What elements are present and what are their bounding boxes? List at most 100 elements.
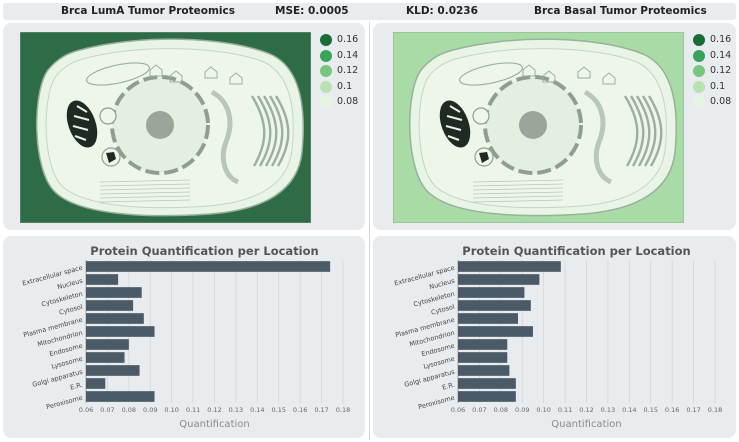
x-tick-label: 0.13: [601, 406, 615, 414]
legend-swatch: [693, 34, 705, 46]
legend-label: 0.1: [337, 80, 353, 92]
legend-swatch: [693, 80, 705, 93]
ribosome-network-shape: [472, 179, 564, 203]
cell-panel-left: 0.16 0.14 0.12 0.1 0.08: [3, 23, 365, 230]
nucleolus-shape: [146, 111, 174, 139]
x-tick-label: 0.18: [708, 406, 722, 414]
cytoskeleton-shape: [459, 62, 523, 86]
x-tick-label: 0.11: [186, 406, 200, 414]
x-tick-label: 0.08: [122, 406, 136, 414]
cytoskeleton-shape: [86, 62, 150, 86]
legend-label: 0.12: [337, 65, 359, 76]
legend-label: 0.12: [710, 65, 732, 76]
left-title: Brca LumA Tumor Proteomics: [61, 5, 235, 17]
bar: [458, 287, 525, 298]
category-label: E.R.: [69, 381, 83, 392]
x-tick-label: 0.18: [336, 406, 350, 414]
bar: [86, 365, 140, 376]
x-axis-label: Quantification: [551, 419, 621, 430]
legend-swatch: [693, 96, 705, 108]
right-title: Brca Basal Tumor Proteomics: [534, 5, 707, 17]
bar-chart-right: Protein Quantification per Location 0.06 0…: [393, 244, 722, 430]
bar: [458, 378, 516, 389]
x-tick-label: 0.12: [207, 406, 221, 414]
bar: [86, 287, 142, 298]
bar: [86, 378, 106, 389]
lysosome-shape: [472, 107, 490, 125]
legend-right: 0.16 0.14 0.12 0.1 0.08: [693, 34, 735, 114]
x-tick-label: 0.11: [558, 406, 572, 414]
kld-value: KLD: 0.0236: [406, 5, 478, 17]
x-tick-label: 0.07: [100, 406, 114, 414]
mitochondrion-shape: [66, 100, 98, 148]
x-tick-label: 0.14: [250, 406, 264, 414]
cell-panel-right: 0.16 0.14 0.12 0.1 0.08: [373, 23, 736, 230]
cell-illustration: [392, 31, 685, 224]
x-tick-label: 0.06: [451, 406, 465, 414]
legend-swatch: [320, 96, 332, 108]
bar: [458, 352, 508, 363]
bar: [86, 391, 155, 402]
er-shape: [583, 89, 613, 185]
bar: [86, 339, 129, 350]
bar: [86, 300, 134, 311]
bar: [458, 300, 531, 311]
legend-label: 0.08: [337, 96, 359, 107]
legend-swatch: [320, 80, 332, 93]
golgi-apparatus-shape: [250, 95, 290, 167]
x-tick-label: 0.12: [579, 406, 593, 414]
bar: [86, 274, 119, 285]
bar: [458, 261, 561, 272]
x-axis-label: Quantification: [179, 419, 249, 430]
bar: [86, 352, 125, 363]
endosome-shape: [522, 64, 616, 85]
bar: [458, 313, 518, 324]
legend-swatch: [320, 34, 332, 46]
bar: [458, 365, 510, 376]
x-tick-label: 0.15: [644, 406, 658, 414]
bar: [458, 274, 540, 285]
cell-diagram-right: [392, 31, 685, 224]
vertical-divider: [369, 22, 370, 440]
golgi-apparatus-shape: [623, 95, 663, 167]
chart-title: Protein Quantification per Location: [462, 244, 690, 258]
lysosome-shape: [99, 107, 117, 125]
cell-diagram-left: [19, 31, 312, 224]
bar: [86, 313, 144, 324]
x-tick-label: 0.07: [472, 406, 486, 414]
legend-label: 0.16: [710, 34, 732, 45]
endosome-shape: [149, 64, 243, 85]
chart-title: Protein Quantification per Location: [90, 244, 318, 258]
category-label: Nucleus: [56, 277, 84, 292]
x-tick-label: 0.16: [665, 406, 679, 414]
legend-left: 0.16 0.14 0.12 0.1 0.08: [320, 34, 362, 114]
header-bar: Brca LumA Tumor Proteomics MSE: 0.0005 K…: [3, 3, 736, 20]
category-label: Cytosol: [58, 303, 84, 317]
er-shape: [210, 89, 240, 185]
legend-swatch: [693, 65, 705, 77]
legend-label: 0.08: [710, 96, 732, 107]
ribosome-network-shape: [99, 179, 191, 203]
x-tick-label: 0.13: [229, 406, 243, 414]
legend-swatch: [320, 65, 332, 77]
x-tick-label: 0.09: [515, 406, 529, 414]
bar: [458, 391, 516, 402]
legend-label: 0.14: [710, 49, 732, 61]
legend-swatch: [320, 49, 332, 62]
x-tick-label: 0.09: [143, 406, 157, 414]
x-tick-label: 0.10: [164, 406, 178, 414]
legend-label: 0.14: [337, 49, 359, 61]
bar: [86, 261, 331, 272]
legend-swatch: [693, 49, 705, 62]
x-tick-label: 0.17: [314, 406, 328, 414]
mse-value: MSE: 0.0005: [275, 5, 349, 17]
mitochondrion-shape: [439, 100, 471, 148]
x-tick-label: 0.16: [293, 406, 307, 414]
bar: [458, 339, 508, 350]
category-label: E.R.: [441, 381, 455, 392]
legend-label: 0.16: [337, 34, 359, 45]
x-tick-label: 0.08: [494, 406, 508, 414]
cell-illustration: [19, 31, 312, 224]
bar: [458, 326, 533, 337]
legend-label: 0.1: [710, 80, 726, 92]
